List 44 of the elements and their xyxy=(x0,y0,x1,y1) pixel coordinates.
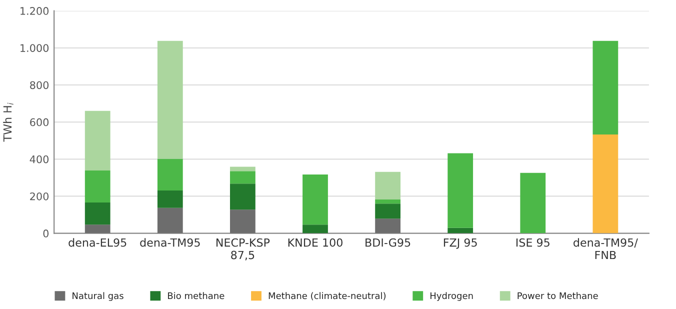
bar xyxy=(302,224,328,234)
bar xyxy=(230,210,256,234)
x-tick-label: dena-TM95/ FNB xyxy=(574,238,638,260)
y-axis-title: TWh H$_{i}$ xyxy=(3,102,14,142)
y-tick-label: 200 xyxy=(30,192,49,200)
bar xyxy=(157,158,183,190)
bar xyxy=(84,202,110,225)
bar xyxy=(375,204,400,219)
bar xyxy=(592,40,618,134)
bar xyxy=(157,40,183,159)
bar xyxy=(448,228,474,234)
x-tick-label: BDI-G95 xyxy=(366,238,410,247)
bar xyxy=(230,171,256,184)
bar xyxy=(375,200,400,204)
bar xyxy=(230,166,256,172)
bar xyxy=(375,172,400,200)
bar xyxy=(84,170,110,203)
bar xyxy=(448,153,474,228)
x-tick-label: dena-TM95 xyxy=(140,238,200,247)
bar xyxy=(592,134,618,234)
legend-label: Natural gas xyxy=(72,292,124,301)
legend-label: Hydrogen xyxy=(430,292,473,301)
bar xyxy=(230,184,256,210)
bar xyxy=(84,110,110,170)
y-tick-label: 1.200 xyxy=(20,7,49,15)
bar xyxy=(302,174,328,225)
bar xyxy=(157,190,183,208)
y-tick-label: 1.000 xyxy=(20,44,49,52)
x-tick-label: ISE 95 xyxy=(516,238,550,247)
bar xyxy=(157,208,183,234)
x-tick-label: NECP-KSP 87,5 xyxy=(216,238,270,260)
legend-label: Bio methane xyxy=(168,292,224,300)
bar xyxy=(520,172,546,234)
bar xyxy=(375,218,400,234)
y-tick-label: 800 xyxy=(30,81,49,90)
x-tick-label: KNDE 100 xyxy=(288,238,342,247)
bar xyxy=(84,224,110,234)
y-tick-label: 0 xyxy=(43,230,49,238)
legend-label: Methane (climate-neutral) xyxy=(268,292,386,300)
y-tick-label: 400 xyxy=(30,155,49,164)
x-tick-label: dena-EL95 xyxy=(68,238,126,247)
y-tick-label: 600 xyxy=(30,118,49,126)
legend-label: Power to Methane xyxy=(518,292,598,300)
x-tick-label: FZJ 95 xyxy=(444,238,477,249)
